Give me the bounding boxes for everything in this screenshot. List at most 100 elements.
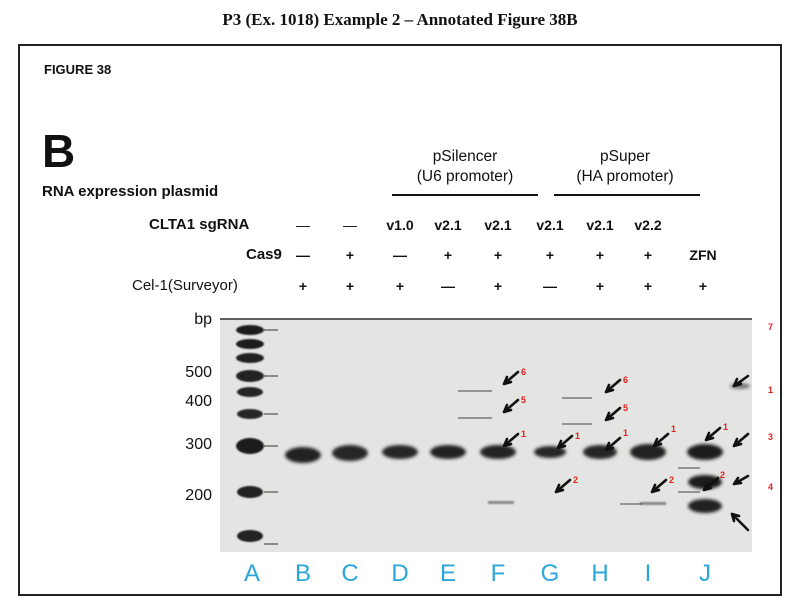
annot-num-j7: 7 (768, 322, 774, 332)
annot-num: 5 (623, 403, 628, 413)
arrow-j-1 (732, 432, 750, 448)
cell-cas9-d: — (393, 247, 407, 263)
annot-num-j1: 1 (768, 385, 774, 395)
group-promoter: (U6 promoter) (416, 168, 514, 185)
annot-num: 6 (521, 367, 526, 377)
ladder-band-300 (237, 486, 263, 498)
lane-letter-a: A (243, 560, 260, 587)
gel-background (220, 318, 752, 552)
cell-cas9-f: + (493, 247, 503, 263)
band-lane-b (285, 447, 321, 463)
lane-letter-b: B (294, 560, 311, 587)
arrow-f-2 (554, 478, 572, 494)
lane-letter-c: C (341, 560, 359, 587)
annot-num: 1 (575, 431, 580, 441)
row-label-rna-plasmid: RNA expression plasmid (42, 183, 219, 200)
arrow-j-7 (732, 374, 750, 388)
ladder-band (236, 370, 264, 382)
ladder-band (236, 339, 264, 349)
annot-num: 1 (521, 429, 526, 439)
cell-sgrna-d: v1.0 (386, 217, 414, 233)
arrow-h-2 (650, 478, 668, 494)
cell-cel1-j: + (698, 278, 708, 294)
cell-sgrna-b: — (296, 217, 310, 233)
arrow-h-1 (652, 432, 670, 448)
ladder-band-200 (237, 530, 263, 542)
row-label-cel1: Cel-1(Surveyor) (132, 277, 238, 294)
group-promoter: (HA promoter) (576, 168, 674, 185)
lane-letter-i: I (644, 560, 652, 587)
group-name: pSilencer (432, 148, 498, 165)
lane-letter-d: D (391, 560, 409, 587)
ladder-label-300: 300 (185, 436, 212, 453)
annotation-guides (458, 390, 700, 505)
panel-letter: B (42, 125, 76, 177)
gel-image: 6 5 1 1 2 6 5 1 1 2 1 2 (220, 318, 752, 552)
lane-letter-f: F (490, 560, 506, 587)
arrow-e-1 (502, 432, 520, 448)
faint-band-i (640, 502, 666, 505)
lane-letter-e: E (439, 560, 456, 587)
ladder-band-400 (236, 438, 264, 454)
cell-cas9-b: — (296, 247, 310, 263)
cell-cas9-i: + (643, 247, 653, 263)
cell-sgrna-c: — (343, 217, 357, 233)
annotation-numbers: 6 5 1 1 2 6 5 1 1 2 1 2 (521, 367, 728, 485)
lane-letter-j: J (699, 560, 711, 587)
ladder-unit-label: bp (194, 311, 212, 328)
arrow-g-1 (604, 436, 622, 452)
figure-panel: FIGURE 38 B RNA expression plasmid CLTA1… (18, 44, 782, 596)
cell-cel1-h: + (595, 278, 605, 294)
arrow-j-3 (732, 474, 750, 486)
group-underline-psilencer (392, 194, 538, 196)
cell-cel1-i: + (643, 278, 653, 294)
arrow-i-2 (702, 476, 720, 492)
annot-num: 6 (623, 375, 628, 385)
band-lane-d (382, 445, 418, 459)
cell-cel1-c: + (345, 278, 355, 294)
cell-cas9-e: + (443, 247, 453, 263)
annot-num: 2 (669, 475, 674, 485)
cell-cel1-f: + (493, 278, 503, 294)
annotation-arrows (502, 370, 750, 532)
gel-svg: 6 5 1 1 2 6 5 1 1 2 1 2 (220, 318, 752, 552)
cell-cas9-j: ZFN (689, 247, 717, 263)
arrow-e-5 (502, 398, 520, 414)
ladder-lane (236, 325, 264, 542)
ladder-band (236, 325, 264, 335)
arrow-i-1 (704, 426, 722, 442)
cell-sgrna-g: v2.1 (536, 217, 564, 233)
band-lane-f (480, 445, 516, 459)
page-title: P3 (Ex. 1018) Example 2 – Annotated Figu… (222, 10, 578, 29)
cell-cas9-h: + (595, 247, 605, 263)
annot-num: 2 (720, 470, 725, 480)
annot-num: 5 (521, 395, 526, 405)
ladder-band (237, 409, 263, 419)
figure-label: FIGURE 38 (44, 62, 112, 77)
cell-sgrna-f: v2.1 (484, 217, 512, 233)
group-name: pSuper (600, 148, 650, 165)
group-label-psilencer: pSilencer (U6 promoter) (390, 147, 540, 187)
arrow-g-6 (604, 378, 622, 394)
annot-num-j3: 3 (768, 432, 774, 442)
cell-cel1-g: — (543, 278, 557, 294)
band-lane-j-300 (688, 475, 722, 489)
annot-num: 1 (671, 424, 676, 434)
cell-sgrna-i: v2.2 (634, 217, 662, 233)
group-underline-psuper (554, 194, 700, 196)
annot-num-j4: 4 (768, 482, 774, 492)
annot-num: 2 (573, 475, 578, 485)
cell-cel1-b: + (298, 278, 308, 294)
annot-num: 1 (723, 422, 728, 432)
sample-bands (285, 383, 750, 513)
faint-band-f (488, 501, 514, 504)
band-lane-e (430, 445, 466, 459)
annot-num: 1 (623, 428, 628, 438)
ladder-band (237, 387, 263, 397)
cell-cel1-e: — (441, 278, 455, 294)
lane-letter-h: H (591, 560, 609, 587)
arrow-j-4 (730, 512, 750, 532)
cell-cel1-d: + (395, 278, 405, 294)
band-lane-c (332, 445, 368, 461)
row-label-sgrna: CLTA1 sgRNA (149, 216, 250, 233)
